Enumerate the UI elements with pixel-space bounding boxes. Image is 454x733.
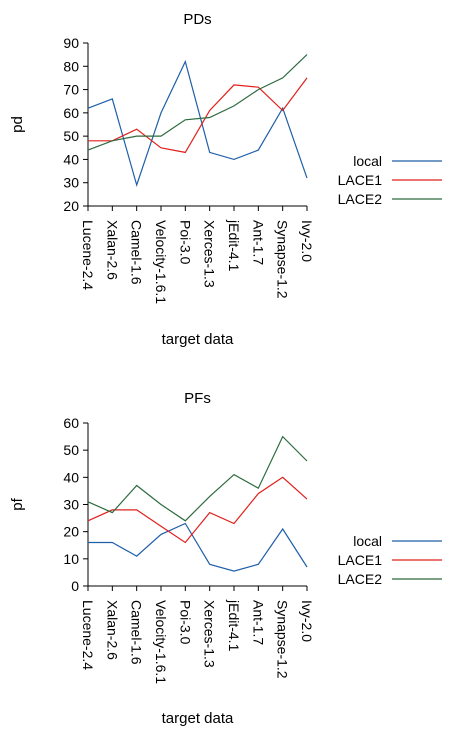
chart-0-x-tick-label: Poi-3.0	[177, 220, 193, 265]
chart-1-x-tick-label: Velocity-1.6.1	[153, 600, 169, 684]
chart-1-legend-label: local	[353, 533, 382, 549]
chart-0-group: PDs 20 30 40 50 60 70 80 90 Lucene-2.4 Xalan-2.6 Ca…	[9, 11, 442, 348]
chart-1-y-tick-label: 10	[63, 551, 79, 567]
chart-0-legend-label: LACE2	[338, 191, 383, 207]
chart-0-y-tick-label: 40	[63, 151, 79, 167]
chart-1-title: PFs	[184, 390, 211, 407]
chart-1-x-tick-label: Ant-1.7	[250, 600, 266, 645]
chart-0-y-tick-label: 80	[63, 58, 79, 74]
chart-0-series-lace2-line	[87, 54, 308, 151]
chart-0-x-tick-label: Velocity-1.6.1	[153, 220, 169, 304]
chart-1-y-tick-label: 30	[63, 497, 79, 513]
chart-0-y-tick-label: 20	[63, 198, 79, 214]
chart-1-y-tick-label: 20	[63, 524, 79, 540]
chart-1-x-tick-label: jEdit-4.1	[226, 599, 242, 652]
chart-1-x-tick-label: Xerces-1.3	[202, 600, 218, 668]
chart-1-x-tick-label: Ivy-2.0	[299, 600, 315, 642]
chart-0-x-tick-label: Xerces-1.3	[202, 220, 218, 288]
chart-0-y-tick-label: 90	[63, 35, 79, 51]
chart-0-x-tick-label: jEdit-4.1	[226, 219, 242, 272]
chart-0-y-tick-label: 30	[63, 175, 79, 191]
chart-1-x-tick-label: Camel-1.6	[129, 600, 145, 665]
chart-0-y-tick-label: 70	[63, 82, 79, 98]
chart-1-x-tick-label: Lucene-2.4	[80, 600, 96, 670]
chart-0-legend-label: LACE1	[338, 172, 383, 188]
chart-1-y-tick-label: 0	[71, 578, 79, 594]
chart-1-y-tick-label: 40	[63, 469, 79, 485]
chart-0-y-tick-label: 50	[63, 128, 79, 144]
chart-1-series-lace2-line	[87, 435, 308, 522]
chart-0-x-tick-label: Camel-1.6	[129, 220, 145, 285]
chart-0-series-local-line	[87, 59, 308, 188]
chart-1-x-tick-label: Poi-3.0	[177, 600, 193, 645]
chart-1-group: PFs 0 10 20 30 40 50 60 Lucene-2.4 Xalan-2.6 Camel…	[9, 390, 442, 727]
chart-1-y-tick-label: 60	[63, 415, 79, 431]
chart-0-title: PDs	[183, 11, 211, 28]
chart-1-series-lace1-line	[87, 476, 308, 544]
chart-0-x-tick-label: Xalan-2.6	[104, 220, 120, 280]
chart-1-x-tick-label: Xalan-2.6	[104, 600, 120, 660]
chart-1-y-tick-label: 50	[63, 442, 79, 458]
chart-0-legend-label: local	[353, 153, 382, 169]
chart-0-series-lace1-line	[88, 77, 308, 154]
chart-1-legend-label: LACE1	[338, 552, 383, 568]
chart-0-x-tick-label: Ivy-2.0	[299, 220, 315, 262]
chart-1-y-axis-title: pf	[9, 497, 26, 510]
chart-1-legend-label: LACE2	[338, 571, 383, 587]
chart-1-x-axis-title: target data	[162, 710, 234, 727]
chart-0-x-tick-label: Lucene-2.4	[80, 220, 96, 290]
chart-0-x-tick-label: Synapse-1.2	[275, 220, 291, 299]
chart-1-series-local-line	[88, 522, 308, 572]
chart-0-y-tick-label: 60	[63, 105, 79, 121]
chart-0-x-tick-label: Ant-1.7	[250, 220, 266, 265]
chart-0-y-axis-title: pd	[9, 116, 26, 133]
chart-0-x-axis-title: target data	[162, 331, 234, 348]
chart-1-x-tick-label: Synapse-1.2	[275, 600, 291, 679]
